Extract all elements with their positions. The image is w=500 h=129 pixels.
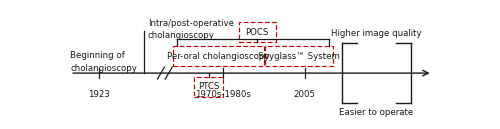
Text: 1970s-1980s: 1970s-1980s: [196, 90, 252, 99]
FancyBboxPatch shape: [173, 46, 264, 66]
Text: Intra/post-operative: Intra/post-operative: [148, 19, 234, 28]
Text: Per-oral cholangioscopy: Per-oral cholangioscopy: [167, 52, 270, 61]
Text: Higher image quality: Higher image quality: [331, 29, 422, 38]
Text: cholangioscopy: cholangioscopy: [148, 31, 214, 40]
Text: cholangioscopy: cholangioscopy: [70, 64, 137, 73]
FancyBboxPatch shape: [265, 46, 333, 66]
Text: Spyglass™ System: Spyglass™ System: [258, 52, 340, 61]
Text: Beginning of: Beginning of: [70, 51, 125, 60]
FancyBboxPatch shape: [239, 22, 276, 42]
Text: POCS: POCS: [246, 28, 269, 37]
Text: 1923: 1923: [88, 90, 110, 99]
Text: 2005: 2005: [294, 90, 316, 99]
FancyBboxPatch shape: [194, 77, 224, 97]
Text: PTCS: PTCS: [198, 83, 220, 91]
Text: Easier to operate: Easier to operate: [339, 108, 413, 117]
